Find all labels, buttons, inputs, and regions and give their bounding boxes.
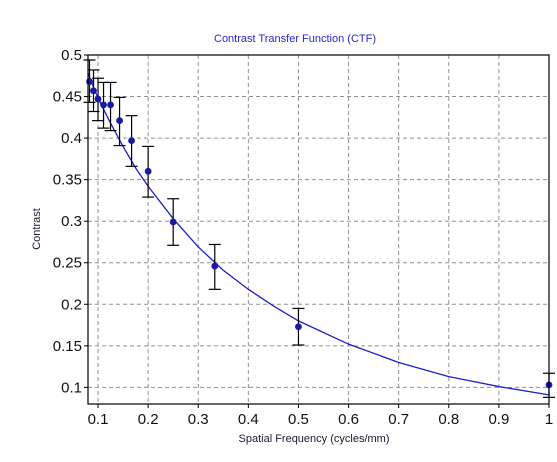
data-point: [90, 87, 97, 95]
x-tick-label: 0.7: [388, 411, 409, 428]
fit-curve: [87, 73, 550, 396]
fit-curve-layer: [87, 73, 550, 396]
y-tick-label: 0.2: [61, 296, 82, 313]
x-tick-label: 0.1: [88, 411, 109, 428]
x-tick-label: 0.4: [238, 411, 259, 428]
data-point: [295, 323, 302, 331]
x-axis-label: Spatial Frequency (cycles/mm): [239, 433, 390, 445]
y-tick-label: 0.45: [53, 89, 82, 106]
y-tick-label: 0.4: [61, 130, 82, 147]
data-point: [169, 218, 177, 226]
y-tick-label: 0.25: [53, 255, 82, 272]
y-tick-label: 0.35: [53, 172, 82, 189]
x-tick-label: 0.9: [488, 411, 509, 428]
y-tick-label: 0.3: [61, 213, 82, 230]
y-axis-label: Contrast: [31, 208, 43, 250]
x-tick-label: 0.2: [138, 411, 159, 428]
error-bars-layer: [83, 59, 555, 398]
x-tick-label: 0.5: [288, 411, 309, 428]
data-points-layer: [86, 78, 553, 389]
data-point: [86, 78, 93, 85]
grid-lines: [84, 54, 550, 408]
y-tick-label: 0.15: [53, 338, 82, 355]
data-point: [94, 95, 102, 103]
tick-labels: 0.1 0.2 0.3 0.4 0.5 0.6 0.7 0.8 0.9 1 0.1 0.15 0.2 0.…: [53, 47, 553, 428]
x-tick-label: 0.6: [338, 411, 359, 428]
data-point: [100, 101, 107, 109]
data-point: [128, 137, 135, 144]
data-point: [107, 101, 114, 109]
plot-frame: [87, 54, 550, 405]
y-tick-label: 0.5: [61, 47, 82, 64]
y-tick-label: 0.1: [61, 379, 82, 396]
chart-title: Contrast Transfer Function (CTF): [214, 33, 376, 45]
data-point: [144, 167, 152, 175]
data-point: [116, 117, 123, 125]
x-tick-label: 0.8: [438, 411, 459, 428]
data-point: [211, 262, 219, 270]
x-tick-label: 0.3: [188, 411, 209, 428]
x-tick-label: 1: [545, 411, 553, 428]
